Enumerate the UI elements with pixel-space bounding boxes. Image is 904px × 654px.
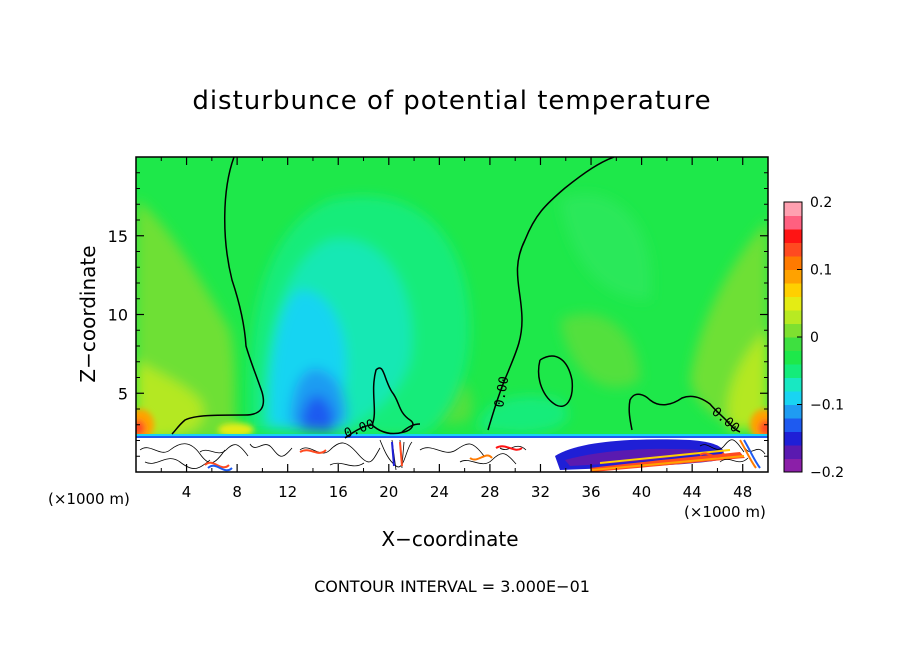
colorbar-swatch (784, 310, 802, 324)
x-axis-label: X−coordinate (381, 527, 519, 551)
colorbar-swatch (784, 404, 802, 419)
contour-interval-note: CONTOUR INTERVAL = 3.000E−01 (314, 577, 590, 596)
boundary-top-dark (136, 436, 768, 438)
x-tick-label: 40 (632, 483, 651, 501)
y-axis-label: Z−coordinate (76, 245, 100, 383)
cool-plume (249, 194, 652, 435)
colorbar-swatch (784, 229, 802, 243)
colorbar-tick-label: 0 (810, 330, 819, 346)
colorbar-swatch (784, 296, 802, 311)
colorbar-swatch (784, 364, 802, 378)
x-tick-label: 16 (329, 483, 348, 501)
x-unit-right: (×1000 m) (684, 503, 766, 521)
colorbar-swatch (784, 283, 802, 297)
colorbar-tick-label: 0.2 (810, 195, 832, 211)
x-tick-label: 44 (683, 483, 702, 501)
colorbar-swatch (784, 391, 802, 405)
x-tick-label: 8 (232, 483, 242, 501)
colorbar-tick-label: −0.2 (810, 465, 844, 481)
x-tick-label: 36 (581, 483, 600, 501)
zero-contours (171, 157, 741, 439)
colorbar-swatch (784, 323, 802, 338)
colorbar-swatch (784, 418, 802, 432)
plot-field: 0.00 0.00 0.00 (136, 157, 768, 472)
x-axis: 4 8 12 16 20 24 28 32 36 40 44 48 (160, 157, 752, 501)
colorbar: 0.2 0.1 0 −0.1 −0.2 (783, 195, 844, 481)
x-tick-label: 32 (531, 483, 550, 501)
colorbar-swatch (784, 458, 802, 473)
y-tick-label: 10 (108, 306, 128, 325)
chart-title: disturbunce of potential temperature (192, 86, 712, 116)
colorbar-swatch (784, 242, 802, 257)
y-tick-label: 5 (118, 384, 128, 403)
colorbar-swatch (784, 350, 802, 365)
colorbar-swatch (784, 202, 802, 216)
colorbar-swatch (784, 269, 802, 284)
x-tick-label: 20 (379, 483, 398, 501)
colorbar-swatch (784, 215, 802, 230)
x-tick-label: 24 (430, 483, 449, 501)
colorbar-swatch (784, 445, 802, 459)
x-tick-label: 12 (278, 483, 297, 501)
y-tick-label: 15 (108, 227, 128, 246)
colorbar-swatch (784, 337, 802, 351)
y-axis: 5 10 15 (108, 172, 768, 457)
contour-label-2: 0.00 (492, 375, 512, 408)
x-tick-label: 48 (733, 483, 752, 501)
colorbar-swatch (784, 377, 802, 392)
colorbar-tick-label: 0.1 (810, 263, 832, 279)
x-tick-label: 4 (182, 483, 192, 501)
surface-warm-edges (136, 409, 768, 441)
x-unit-left: (×1000 m) (48, 490, 130, 508)
surface-squiggles (204, 439, 761, 472)
colorbar-swatch (784, 256, 802, 270)
colorbar-tick-label: −0.1 (810, 398, 844, 414)
colorbar-swatch (784, 431, 802, 446)
cold-pool (555, 439, 745, 472)
x-tick-label: 28 (480, 483, 499, 501)
